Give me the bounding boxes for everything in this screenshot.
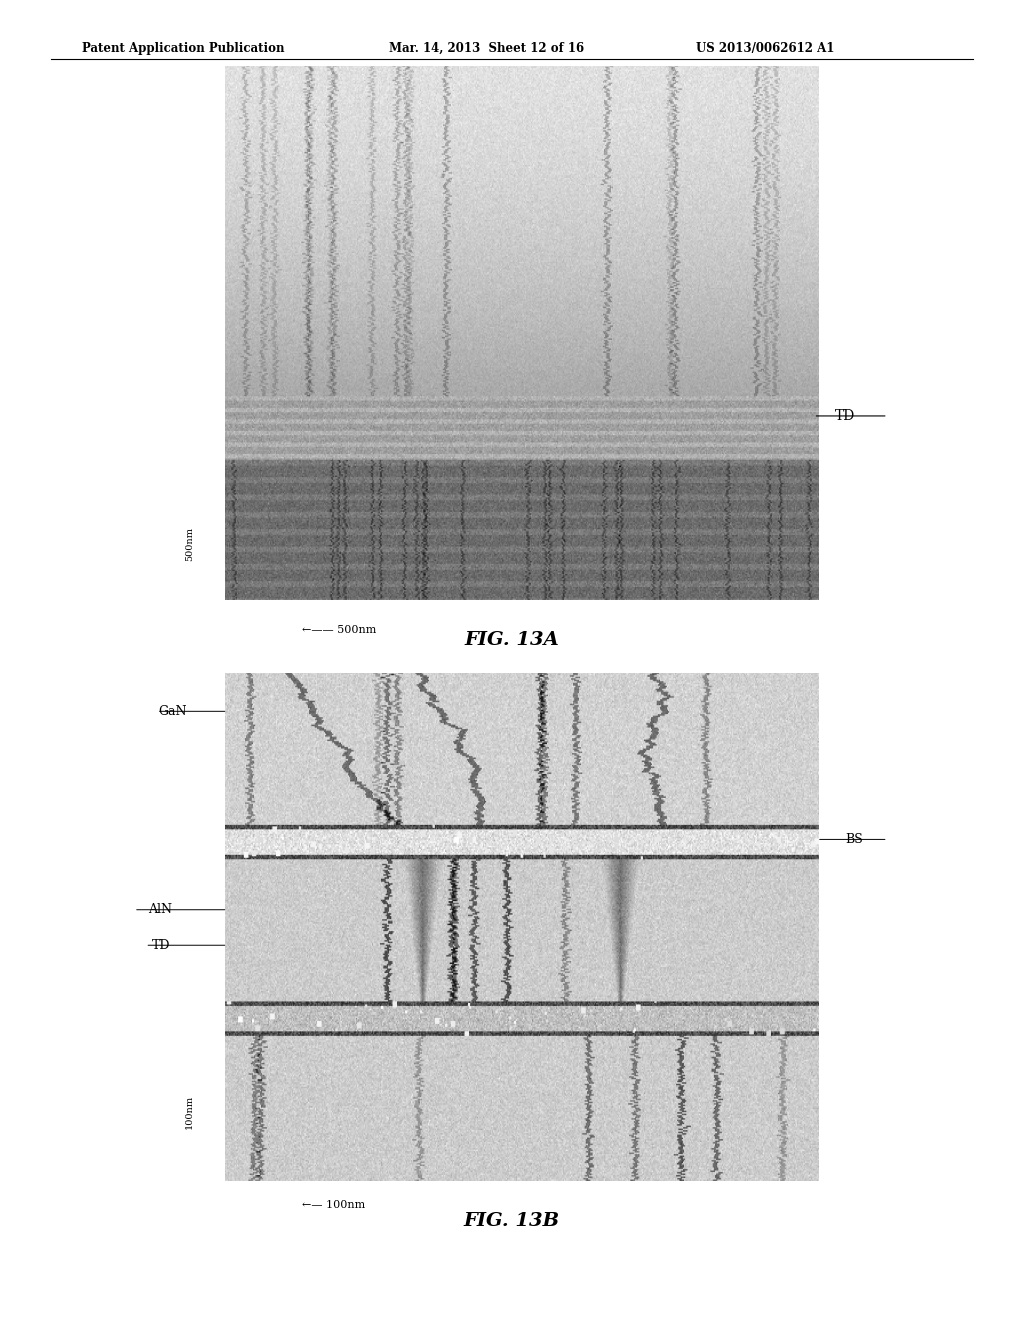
Text: AlN: AlN (148, 903, 172, 916)
Text: Mar. 14, 2013  Sheet 12 of 16: Mar. 14, 2013 Sheet 12 of 16 (389, 42, 585, 55)
Text: ←—— 500nm: ←—— 500nm (302, 624, 377, 635)
Text: FIG. 13B: FIG. 13B (464, 1212, 560, 1230)
Text: 500nm: 500nm (185, 527, 194, 561)
Text: Patent Application Publication: Patent Application Publication (82, 42, 285, 55)
Text: TD: TD (152, 939, 170, 952)
Text: BS: BS (845, 833, 862, 846)
Text: FIG. 13A: FIG. 13A (465, 631, 559, 649)
Text: 100nm: 100nm (185, 1094, 194, 1129)
Text: US 2013/0062612 A1: US 2013/0062612 A1 (696, 42, 835, 55)
Text: TD: TD (835, 409, 855, 422)
Text: ←— 100nm: ←— 100nm (302, 1200, 366, 1210)
Text: GaN: GaN (159, 705, 187, 718)
